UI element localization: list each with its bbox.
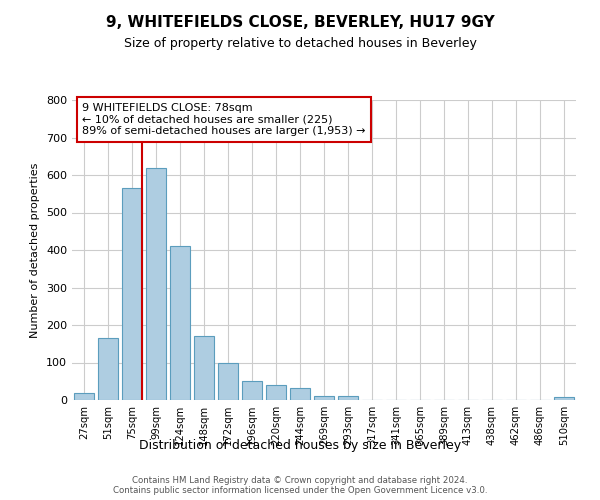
Bar [122, 188, 142, 400]
Text: Contains HM Land Registry data © Crown copyright and database right 2024.
Contai: Contains HM Land Registry data © Crown c… [113, 476, 487, 495]
Bar [554, 397, 574, 400]
Bar [338, 396, 358, 400]
Bar [218, 362, 238, 400]
Text: Distribution of detached houses by size in Beverley: Distribution of detached houses by size … [139, 440, 461, 452]
Text: 9 WHITEFIELDS CLOSE: 78sqm
← 10% of detached houses are smaller (225)
89% of sem: 9 WHITEFIELDS CLOSE: 78sqm ← 10% of deta… [82, 103, 365, 136]
Bar [170, 246, 190, 400]
Bar [242, 381, 262, 400]
Text: Size of property relative to detached houses in Beverley: Size of property relative to detached ho… [124, 38, 476, 51]
Bar [98, 338, 118, 400]
Bar [74, 392, 94, 400]
Y-axis label: Number of detached properties: Number of detached properties [31, 162, 40, 338]
Bar [194, 336, 214, 400]
Bar [290, 388, 310, 400]
Bar [314, 396, 334, 400]
Bar [146, 168, 166, 400]
Bar [266, 385, 286, 400]
Text: 9, WHITEFIELDS CLOSE, BEVERLEY, HU17 9GY: 9, WHITEFIELDS CLOSE, BEVERLEY, HU17 9GY [106, 15, 494, 30]
